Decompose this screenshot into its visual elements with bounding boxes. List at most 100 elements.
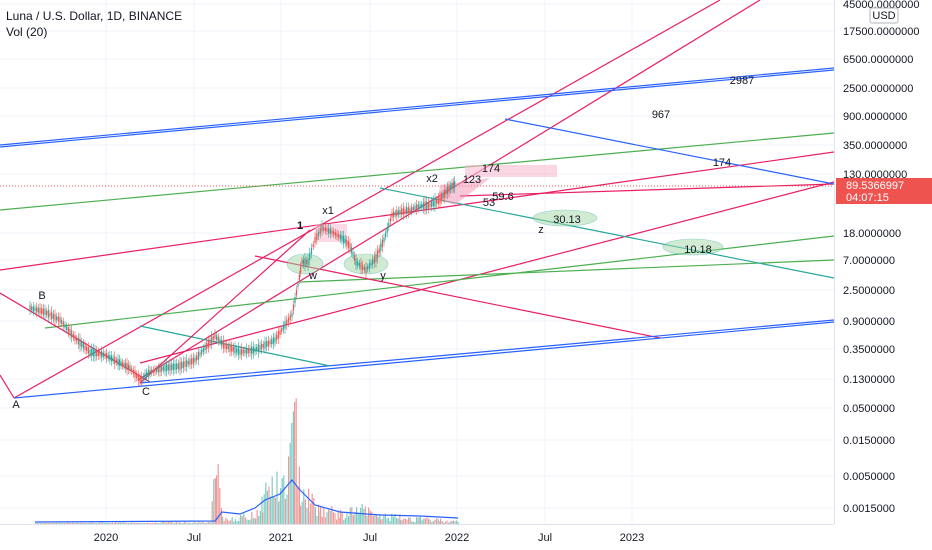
candle-body — [391, 212, 393, 218]
time-axis[interactable]: 2020 Jul 2021 Jul 2022 Jul 2023 — [94, 532, 644, 544]
volume-bar — [303, 489, 305, 524]
candle-body — [307, 258, 309, 266]
volume-bar — [155, 522, 157, 524]
target-zone-rect[interactable] — [465, 165, 557, 177]
volume-indicator-label[interactable]: Vol (20) — [6, 25, 48, 39]
volume-bar — [183, 521, 185, 524]
volume-bar — [41, 523, 43, 524]
volume-bar — [166, 522, 168, 524]
trend-line[interactable] — [139, 229, 311, 384]
volume-bar — [421, 520, 423, 524]
volume-bar — [190, 523, 192, 524]
volume-bar — [78, 523, 80, 524]
candle-body — [339, 234, 341, 240]
target-zone-triangle[interactable] — [438, 178, 490, 205]
trend-line[interactable] — [139, 319, 834, 384]
x-tick-label: 2022 — [445, 532, 469, 544]
volume-bar — [174, 522, 176, 524]
volume-bar — [360, 507, 362, 524]
volume-bar — [446, 520, 448, 524]
bar-countdown: 04:07:15 — [846, 192, 889, 204]
target-label: 10.18 — [684, 244, 712, 256]
candle-body — [429, 203, 431, 207]
volume-bar — [230, 520, 232, 524]
volume-bar — [298, 466, 300, 524]
candle-body — [388, 222, 390, 228]
volume-bar — [108, 523, 110, 524]
volume-bar — [448, 522, 450, 524]
candle-body — [276, 334, 278, 341]
candle-body — [312, 243, 314, 248]
trend-line[interactable] — [254, 255, 661, 339]
candle-body — [426, 201, 428, 210]
symbol-title[interactable]: Luna / U.S. Dollar, 1D, BINANCE — [6, 9, 183, 23]
volume-bar — [91, 522, 93, 524]
volume-bar — [262, 512, 264, 524]
candle-body — [302, 259, 305, 265]
volume-bar — [198, 521, 200, 524]
candle-body — [159, 366, 161, 373]
y-tick-label: 0.3500000 — [843, 344, 895, 356]
candle-body — [291, 312, 293, 318]
trend-line[interactable] — [299, 259, 834, 283]
volume-bar — [57, 523, 59, 524]
target-ellipse[interactable] — [662, 238, 724, 256]
candle-body — [443, 190, 446, 198]
price-axis[interactable]: 45000.0000000 17500.0000000 6500.0000000 25… — [843, 0, 919, 515]
volume-bar — [195, 522, 197, 524]
volume-bar — [283, 475, 285, 524]
candle-body — [229, 344, 231, 352]
volume-bar — [251, 511, 253, 524]
volume-bar — [187, 523, 189, 524]
volume-bar — [147, 522, 149, 524]
volume-bar — [304, 499, 306, 524]
volume-bar — [105, 522, 107, 524]
y-tick-label: 7.0000000 — [843, 255, 895, 267]
candle-body — [51, 311, 53, 320]
trend-line[interactable] — [0, 132, 834, 211]
currency-badge[interactable] — [869, 7, 899, 24]
volume-bar — [356, 507, 358, 524]
candle-body — [115, 359, 117, 363]
trend-line[interactable] — [0, 67, 834, 146]
candle-body — [292, 304, 295, 311]
candle-body — [341, 235, 343, 241]
volume-bar — [328, 509, 330, 524]
trend-line[interactable] — [0, 374, 15, 399]
trend-line[interactable] — [0, 69, 834, 148]
candle-body — [333, 231, 335, 235]
drawing-layer[interactable] — [0, 0, 834, 399]
volume-bar — [196, 523, 198, 524]
volume-bar — [228, 520, 230, 524]
candle-body — [147, 370, 149, 377]
channel-line[interactable] — [13, 0, 721, 399]
volume-bar — [411, 521, 413, 524]
volume-bar — [295, 398, 297, 524]
volume-bar — [403, 518, 405, 524]
volume-bar — [216, 475, 218, 524]
volume-bar — [86, 523, 88, 524]
candle-body — [199, 352, 201, 356]
volume-bar — [412, 521, 414, 524]
trend-line[interactable] — [13, 321, 834, 399]
candle-body — [344, 238, 346, 244]
trend-line[interactable] — [504, 118, 834, 185]
target-ellipse[interactable] — [532, 209, 598, 227]
candle-body — [64, 324, 66, 328]
candle-body — [201, 350, 203, 354]
volume-bar — [219, 488, 221, 524]
volume-bar — [135, 523, 137, 524]
trend-line[interactable] — [139, 181, 834, 364]
candle-body — [97, 351, 99, 356]
volume-bar — [233, 521, 235, 524]
volume-bar — [348, 516, 350, 524]
volume-bar — [270, 496, 272, 524]
volume-bar — [311, 493, 313, 524]
volume-bar — [116, 523, 118, 524]
candle-body — [59, 317, 61, 323]
trend-line[interactable] — [0, 151, 834, 271]
candle-body — [357, 261, 359, 266]
y-tick-label: 2.5000000 — [843, 285, 895, 297]
volume-bar — [359, 513, 361, 524]
